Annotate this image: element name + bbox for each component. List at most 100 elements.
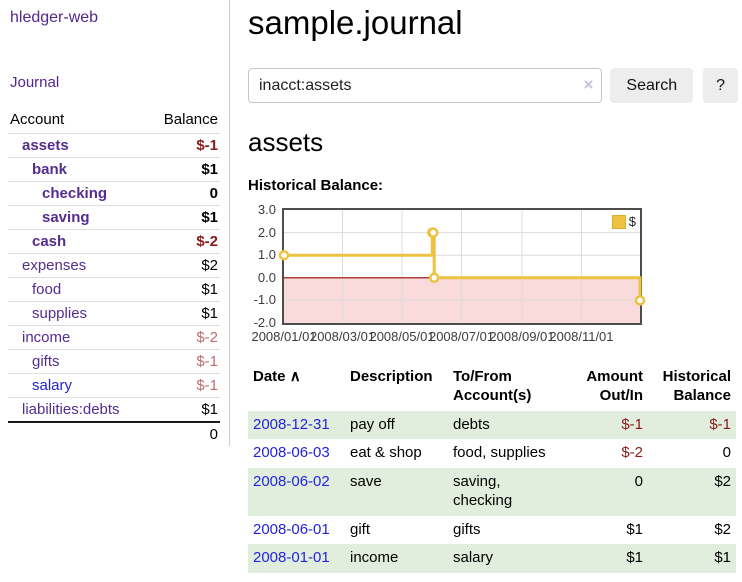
y-tick-label: 1.0 xyxy=(257,247,276,263)
data-point-marker[interactable] xyxy=(427,227,439,238)
account-balance: $-2 xyxy=(196,329,218,346)
account-link[interactable]: salary xyxy=(32,377,73,394)
x-tick-label: 2008/05/01 xyxy=(369,329,435,344)
accounts-table: Account Balance assets $-1 bank $1 checking 0… xyxy=(8,108,220,446)
transaction-accounts: saving, checking xyxy=(453,472,513,510)
account-link[interactable]: cash xyxy=(32,233,67,250)
account-row: supplies $1 xyxy=(8,301,220,326)
transaction-accounts: gifts xyxy=(453,520,481,538)
transaction-balance: $2 xyxy=(714,472,731,490)
account-row: saving $1 xyxy=(8,205,220,230)
search-input-wrap: × xyxy=(248,68,603,103)
help-button[interactable]: ? xyxy=(703,68,738,103)
account-link[interactable]: expenses xyxy=(22,257,87,274)
register-table: Date ∧ Description To/From Account(s) Am… xyxy=(248,366,736,573)
account-row: salary $-1 xyxy=(8,373,220,398)
data-point-marker[interactable] xyxy=(634,295,646,306)
account-row: gifts $-1 xyxy=(8,349,220,374)
account-link[interactable]: saving xyxy=(42,209,90,226)
transaction-amount: $1 xyxy=(626,549,643,566)
x-tick-label: 2008/03/01 xyxy=(309,329,376,344)
chart-heading: Historical Balance: xyxy=(248,177,384,194)
account-link[interactable]: bank xyxy=(32,161,68,178)
sidebar: hledger-web Journal Account Balance asse… xyxy=(0,0,230,446)
transaction-date-link[interactable]: 2008-06-03 xyxy=(253,444,330,461)
search-input[interactable] xyxy=(248,68,603,103)
accounts-col-account: Account xyxy=(10,111,65,128)
account-balance: $-1 xyxy=(196,377,218,394)
account-row: expenses $2 xyxy=(8,253,220,278)
account-balance: $-2 xyxy=(196,233,218,250)
legend-swatch-icon xyxy=(611,214,626,229)
sort-ascending-icon: ∧ xyxy=(289,368,301,385)
transaction-date-link[interactable]: 2008-12-31 xyxy=(253,415,330,433)
accounts-total-row: 0 xyxy=(8,422,220,446)
account-row: bank $1 xyxy=(8,157,220,182)
account-balance: $1 xyxy=(201,401,218,418)
sidebar-item-journal[interactable]: Journal xyxy=(10,74,60,91)
transaction-date-link[interactable]: 2008-06-02 xyxy=(253,472,330,490)
account-balance: $2 xyxy=(201,257,218,274)
register-row: 2008-06-03 eat & shop food, supplies $-2 0 xyxy=(248,439,736,468)
accounts-total-spacer xyxy=(8,422,148,446)
transaction-amount: $1 xyxy=(626,520,643,538)
accounts-table-header: Account Balance xyxy=(8,108,220,134)
account-row: cash $-2 xyxy=(8,229,220,254)
account-link[interactable]: food xyxy=(32,281,62,298)
chart-plot-area[interactable]: $ xyxy=(278,208,646,325)
main-content: sample.journal × Search ? assets Histori… xyxy=(248,0,738,573)
register-header-row: Date ∧ Description To/From Account(s) Am… xyxy=(248,366,736,411)
account-balance: $-1 xyxy=(196,353,218,370)
register-row: 2008-12-31 pay off debts $-1 $-1 xyxy=(248,410,736,439)
transaction-balance: $1 xyxy=(714,549,731,566)
y-tick-label: 3.0 xyxy=(257,202,276,217)
transaction-accounts: salary xyxy=(453,549,494,566)
search-bar: × Search ? xyxy=(248,68,738,103)
x-tick-label: 2008/11/01 xyxy=(549,329,614,344)
x-tick-label: 2008/09/01 xyxy=(489,329,555,344)
transaction-amount: $-1 xyxy=(621,415,643,433)
transaction-description: gift xyxy=(350,520,371,538)
register-col-amount: Amount Out/In xyxy=(586,368,643,404)
data-point-marker[interactable] xyxy=(278,249,290,261)
account-link[interactable]: assets xyxy=(22,137,69,154)
accounts-total: 0 xyxy=(209,426,218,443)
data-point-marker[interactable] xyxy=(428,272,440,284)
register-row: 2008-06-01 gift gifts $1 $2 xyxy=(248,516,736,545)
account-balance: $1 xyxy=(201,161,218,178)
clear-search-icon[interactable]: × xyxy=(583,75,594,94)
transaction-balance: 0 xyxy=(722,444,731,461)
register-col-balance: Historical Balance xyxy=(662,368,731,404)
transaction-description: save xyxy=(350,472,382,490)
account-row: food $1 xyxy=(8,277,220,302)
transaction-amount: $-2 xyxy=(621,444,643,461)
app-brand-link[interactable]: hledger-web xyxy=(10,9,99,26)
account-balance: $1 xyxy=(201,209,218,226)
legend-label: $ xyxy=(628,214,636,229)
register-row: 2008-01-01 income salary $1 $1 xyxy=(248,544,736,573)
account-link[interactable]: liabilities:debts xyxy=(22,401,120,418)
account-row: assets $-1 xyxy=(8,133,220,158)
search-button[interactable]: Search xyxy=(610,68,694,103)
register-col-date[interactable]: Date ∧ xyxy=(253,368,301,385)
transaction-description: income xyxy=(350,549,399,566)
account-link[interactable]: income xyxy=(22,329,71,346)
account-link[interactable]: checking xyxy=(42,185,108,202)
account-balance: $-1 xyxy=(196,137,218,154)
transaction-date-link[interactable]: 2008-06-01 xyxy=(253,520,330,538)
y-tick-label: 0.0 xyxy=(257,269,276,285)
register-col-accounts: To/From Account(s) xyxy=(453,368,532,404)
account-link[interactable]: supplies xyxy=(32,305,88,322)
accounts-col-balance: Balance xyxy=(163,111,218,128)
y-tick-label: -1.0 xyxy=(253,292,276,308)
account-link[interactable]: gifts xyxy=(32,353,60,370)
account-heading: assets xyxy=(248,127,324,157)
account-balance: $1 xyxy=(201,305,218,322)
register-row: 2008-06-02 save saving, checking 0 $2 xyxy=(248,467,736,516)
transaction-date-link[interactable]: 2008-01-01 xyxy=(253,549,330,566)
x-tick-label: 2008/01/01 xyxy=(251,329,317,344)
x-tick-label: 2008/07/01 xyxy=(428,329,495,344)
transaction-description: eat & shop xyxy=(350,444,422,461)
account-balance: 0 xyxy=(209,185,218,202)
historical-balance-chart: 3.0 2.0 1.0 0.0 -1.0 -2.0 $ 2008/01/01 2008/03… xyxy=(248,202,648,348)
